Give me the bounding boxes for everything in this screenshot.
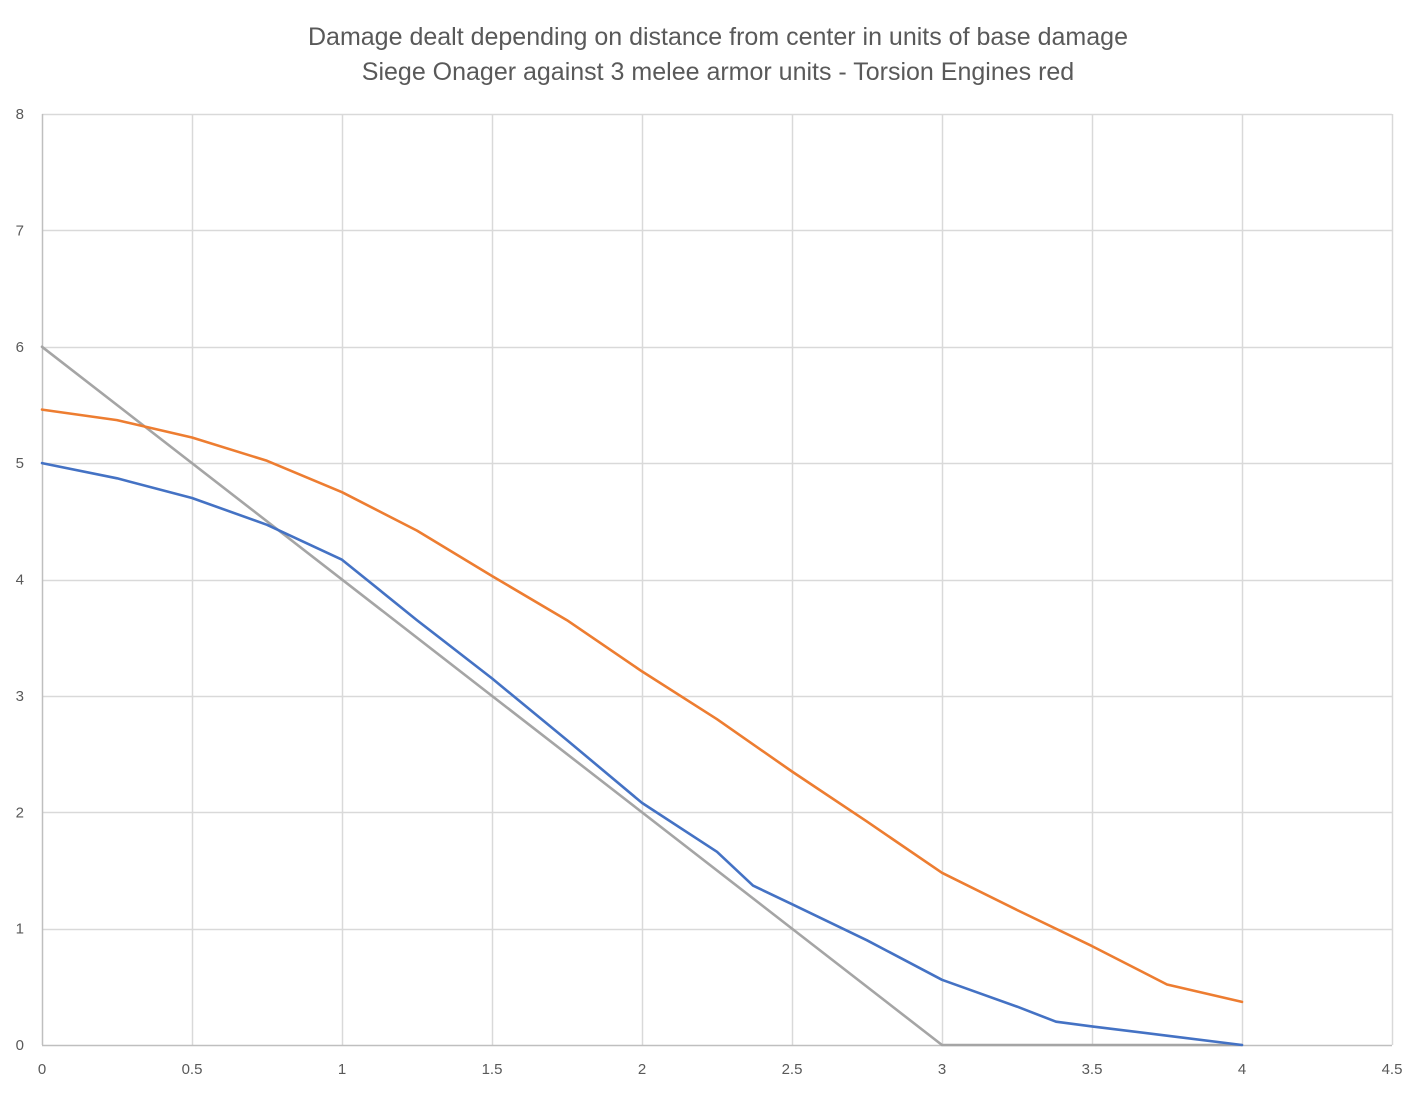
grid-lines (42, 113, 1394, 1045)
x-tick-label: 1 (338, 1061, 346, 1078)
y-tick-label: 2 (16, 804, 24, 821)
x-tick-label: 2 (638, 1061, 646, 1078)
x-tick-label: 4.5 (1382, 1061, 1403, 1078)
chart-subtitle: Siege Onager against 3 melee armor units… (361, 58, 1075, 86)
x-tick-label: 0 (38, 1061, 46, 1078)
x-tick-label: 3.5 (1082, 1061, 1103, 1078)
x-tick-label: 0.5 (182, 1061, 203, 1078)
x-tick-label: 4 (1238, 1061, 1246, 1078)
series-line-1 (40, 461, 1244, 1047)
y-tick-label: 1 (16, 921, 24, 938)
chart-title-block: Damage dealt depending on distance from … (0, 20, 1427, 90)
y-tick-label: 5 (16, 455, 24, 472)
y-tick-label: 0 (16, 1037, 24, 1054)
x-tick-label: 3 (938, 1061, 946, 1078)
y-tick-label: 7 (16, 222, 24, 239)
series-lines (40, 345, 1244, 1047)
y-tick-label: 6 (16, 339, 24, 356)
y-tick-label: 3 (16, 688, 24, 705)
y-tick-label: 8 (16, 106, 24, 123)
series-line-2 (40, 408, 1244, 1004)
series-line-3 (40, 345, 1244, 1047)
chart-title: Damage dealt depending on distance from … (308, 23, 1128, 51)
x-tick-label: 2.5 (782, 1061, 803, 1078)
x-tick-label: 1.5 (482, 1061, 503, 1078)
y-tick-label: 4 (16, 572, 24, 589)
tick-labels: 0 0.5 1 1.5 2 2.5 3 3.5 4 4.5 0 1 2 3 4 5 6 7 8 (16, 106, 1403, 1078)
